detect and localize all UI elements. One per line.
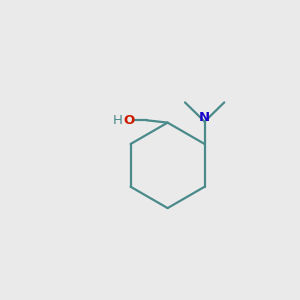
- Text: N: N: [199, 111, 210, 124]
- Text: H: H: [112, 114, 122, 127]
- Text: O: O: [124, 114, 135, 127]
